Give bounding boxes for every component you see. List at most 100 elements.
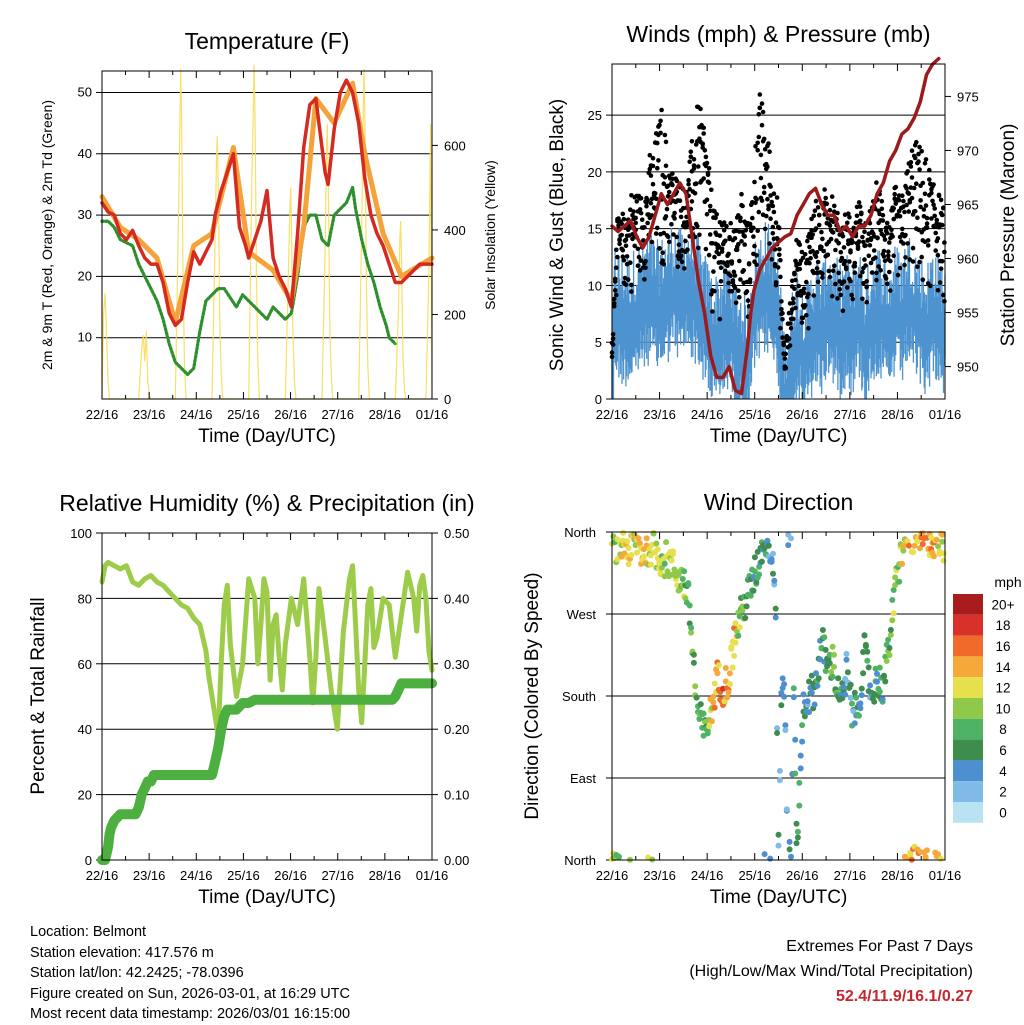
gust-point <box>832 203 837 209</box>
temperature-ytick-label: 10 <box>78 330 92 345</box>
gust-point <box>686 182 691 187</box>
gust-point <box>861 239 866 245</box>
gust-point <box>815 259 821 265</box>
direction-point <box>625 545 632 551</box>
gust-point <box>764 213 769 219</box>
gust-point <box>628 260 633 266</box>
gust-point <box>804 279 809 285</box>
gust-point <box>689 139 695 144</box>
gust-point <box>729 288 735 294</box>
direction-point <box>772 605 779 612</box>
gust-point <box>620 247 626 253</box>
gust-point <box>830 230 836 235</box>
direction-point <box>939 538 946 545</box>
winddir-xlabel: Time (Day/UTC) <box>710 887 848 908</box>
gust-point <box>821 248 826 254</box>
direction-point <box>793 840 800 847</box>
gust-point <box>855 244 861 249</box>
gust-point <box>880 212 886 218</box>
gust-point <box>697 232 702 238</box>
gust-point <box>732 285 738 291</box>
direction-point <box>732 620 739 627</box>
gust-point <box>664 206 670 212</box>
gust-point <box>807 244 812 250</box>
direction-point <box>778 702 785 709</box>
gust-point <box>864 284 869 290</box>
winddir-ytick-label: North <box>564 853 596 868</box>
direction-point <box>800 691 807 698</box>
gust-point <box>700 141 705 146</box>
gust-point <box>631 209 636 214</box>
gust-point <box>629 289 634 294</box>
gust-point <box>939 222 945 228</box>
gust-point <box>671 232 676 237</box>
direction-point <box>790 694 797 701</box>
extremes-subtitle: (High/Low/Max Wind/Total Precipitation) <box>689 963 973 980</box>
gust-point <box>880 218 886 223</box>
gust-point <box>675 264 681 270</box>
gust-point <box>889 227 894 233</box>
direction-point <box>883 658 890 664</box>
gust-point <box>777 225 782 231</box>
gust-point <box>754 197 759 202</box>
winds-y2tick-label: 975 <box>957 89 979 104</box>
gust-point <box>819 244 824 250</box>
gust-point <box>621 216 627 222</box>
direction-point <box>892 574 899 581</box>
gust-point <box>630 236 635 242</box>
winddir-xtick-label: 01/16 <box>929 868 962 883</box>
direction-point <box>679 576 686 582</box>
gust-point <box>850 296 855 302</box>
gust-point <box>914 139 919 145</box>
direction-point <box>756 571 763 578</box>
gust-point <box>846 211 851 216</box>
gust-point <box>901 241 906 246</box>
direction-point <box>688 624 695 631</box>
gust-point <box>811 293 817 298</box>
direction-point <box>714 670 721 677</box>
direction-point <box>900 547 907 554</box>
gust-point <box>614 292 619 298</box>
direction-point <box>634 549 640 556</box>
gust-point <box>892 191 897 197</box>
direction-point <box>935 851 942 858</box>
direction-point <box>726 670 733 677</box>
direction-point <box>774 730 781 736</box>
direction-point <box>924 847 930 854</box>
gust-point <box>925 238 931 243</box>
direction-point <box>922 853 929 860</box>
gust-point <box>863 243 868 248</box>
gust-point <box>614 265 619 271</box>
direction-point <box>858 685 865 692</box>
direction-point <box>935 543 942 550</box>
gust-point <box>710 309 715 314</box>
gust-point <box>766 203 771 208</box>
gust-point <box>871 248 877 253</box>
direction-point <box>811 701 818 708</box>
winddir-ytick-label: West <box>567 607 597 622</box>
gust-point <box>904 202 909 208</box>
direction-point <box>864 648 871 655</box>
gust-point <box>878 227 883 233</box>
gust-point <box>687 159 692 164</box>
colorbar-title: mph <box>994 574 1021 590</box>
gust-point <box>886 249 891 254</box>
direction-point <box>849 700 855 707</box>
direction-point <box>814 682 821 689</box>
station-info: Location: Belmont Station elevation: 417… <box>30 922 350 1025</box>
gust-point <box>884 220 890 226</box>
direction-point <box>772 614 779 621</box>
direction-point <box>785 542 792 549</box>
gust-point <box>822 187 827 192</box>
gust-point <box>704 160 710 166</box>
gust-point <box>770 203 776 209</box>
direction-point <box>758 558 765 565</box>
gust-point <box>827 207 833 213</box>
direction-point <box>879 696 886 703</box>
gust-point <box>766 206 771 212</box>
gust-point <box>611 301 617 306</box>
gust-point <box>792 286 797 292</box>
gust-point <box>813 254 819 260</box>
gust-point <box>824 201 830 207</box>
temperature-ytick-label: 50 <box>78 84 92 99</box>
